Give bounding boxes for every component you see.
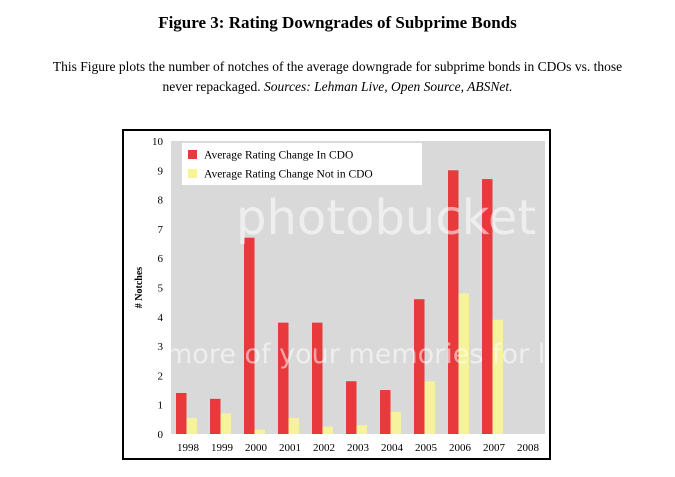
bar-not-in-cdo: [356, 425, 367, 434]
caption-line-1: This Figure plots the number of notches …: [52, 59, 623, 74]
legend-box: [182, 143, 422, 185]
bar-in-cdo: [176, 392, 187, 434]
x-tick-label: 2000: [245, 442, 268, 454]
bar-in-cdo: [312, 322, 323, 434]
figure-title: Figure 3: Rating Downgrades of Subprime …: [158, 13, 517, 32]
watermark-line-2: more of your memories for less!: [166, 339, 549, 370]
x-axis: 1998 1999 2000 2001 2002 2003 2004 2005 2006 2007…: [177, 442, 540, 454]
bar-not-in-cdo: [186, 417, 197, 434]
x-tick-label: 2003: [347, 442, 370, 454]
bar-not-in-cdo: [322, 426, 333, 434]
bar-not-in-cdo: [220, 413, 231, 434]
legend-swatch: [188, 169, 197, 178]
legend-label: Average Rating Change Not in CDO: [204, 169, 373, 181]
bar-chart: 0 1 2 3 4 5 6 7 8 9 10 1998 1999 2000 2001 2002 2003 200…: [134, 136, 549, 454]
x-tick-label: 2002: [313, 442, 335, 454]
bar-not-in-cdo: [288, 417, 299, 434]
y-tick-label: 3: [158, 341, 164, 353]
y-tick-label: 8: [158, 195, 164, 207]
chart-frame: 0 1 2 3 4 5 6 7 8 9 10 1998 1999 2000 2001 2002 2003 200…: [122, 129, 551, 460]
bar-not-in-cdo: [254, 429, 265, 434]
y-tick-label: 4: [158, 312, 164, 324]
caption-sources: Sources: Lehman Live, Open Source, ABSNe…: [264, 79, 513, 94]
y-tick-label: 2: [158, 370, 164, 382]
bar-in-cdo: [244, 237, 255, 434]
bar-in-cdo: [210, 398, 221, 434]
bar-in-cdo: [278, 322, 289, 434]
bar-not-in-cdo: [458, 293, 469, 434]
bar-in-cdo: [346, 381, 357, 434]
watermark-line-1: photobucket: [236, 190, 536, 246]
y-tick-label: 7: [158, 224, 164, 236]
y-tick-label: 0: [158, 429, 164, 441]
figure-caption: This Figure plots the number of notches …: [0, 57, 675, 97]
bars: [176, 170, 503, 435]
x-tick-label: 1998: [177, 442, 200, 454]
y-tick-label: 5: [158, 283, 164, 295]
x-tick-label: 2001: [279, 442, 301, 454]
y-axis: 0 1 2 3 4 5 6 7 8 9 10: [152, 136, 164, 441]
bar-in-cdo: [380, 390, 391, 434]
legend-label: Average Rating Change In CDO: [204, 150, 353, 162]
x-tick-label: 2007: [483, 442, 506, 454]
y-tick-label: 6: [158, 253, 164, 265]
bar-not-in-cdo: [390, 412, 401, 434]
bar-in-cdo: [482, 179, 493, 434]
bar-not-in-cdo: [492, 319, 503, 434]
legend: Average Rating Change In CDO Average Rati…: [182, 143, 422, 185]
x-tick-label: 2005: [415, 442, 438, 454]
y-axis-title: # Notches: [134, 267, 145, 308]
watermark: photobucket more of your memories for le…: [166, 190, 549, 370]
x-tick-label: 2004: [381, 442, 404, 454]
y-tick-label: 1: [158, 400, 164, 412]
x-tick-label: 2006: [449, 442, 472, 454]
x-tick-label: 1999: [211, 442, 234, 454]
y-tick-label: 9: [158, 165, 164, 177]
x-tick-label: 2008: [517, 442, 540, 454]
bar-in-cdo: [448, 170, 459, 435]
legend-swatch: [188, 150, 197, 159]
bar-in-cdo: [414, 299, 425, 434]
caption-line-2: never repackaged.: [162, 79, 265, 94]
y-tick-label: 10: [152, 136, 164, 148]
bar-not-in-cdo: [424, 381, 435, 434]
